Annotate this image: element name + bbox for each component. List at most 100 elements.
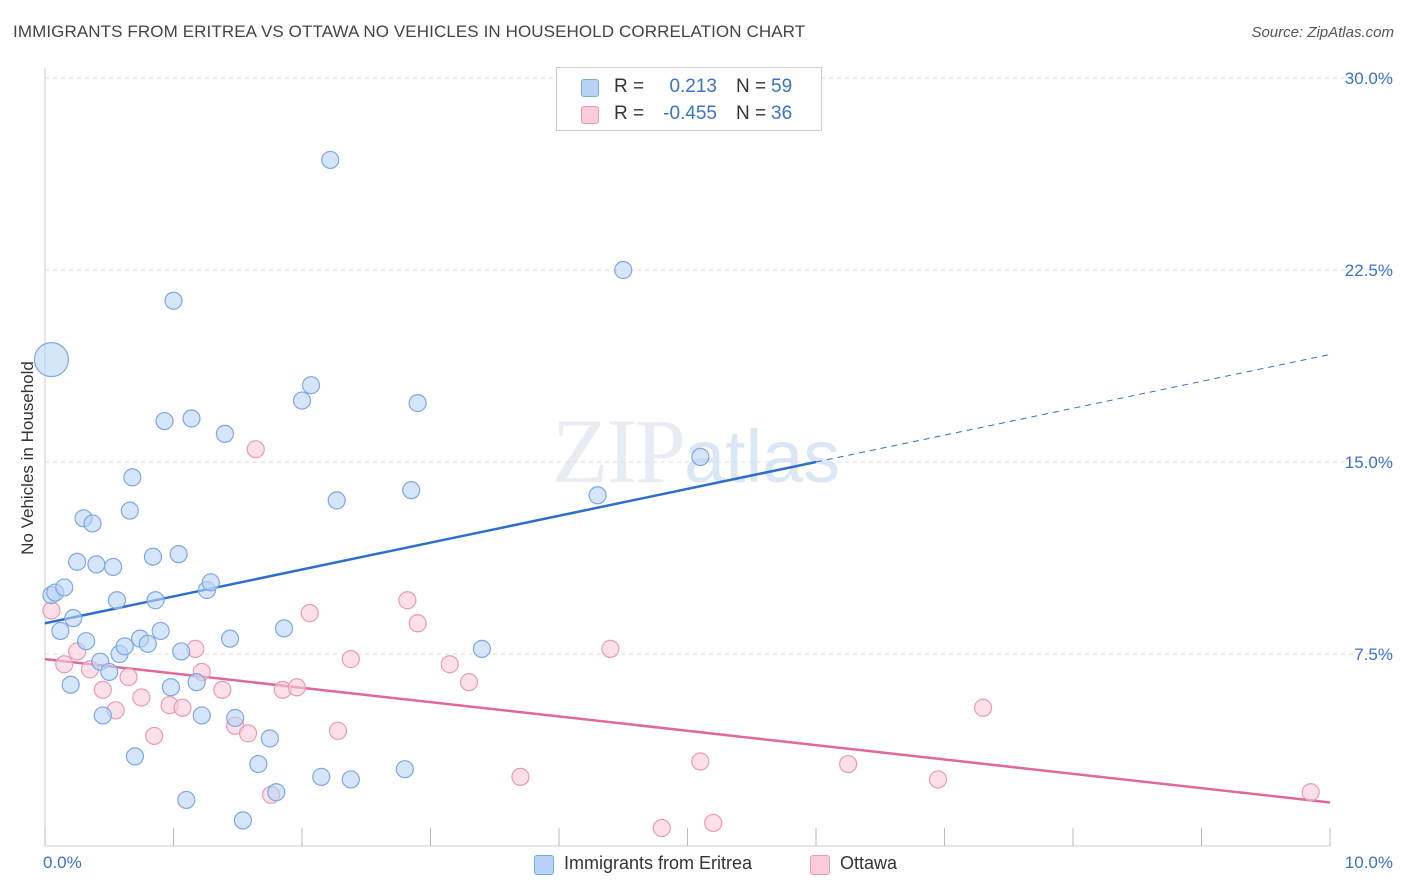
stats-swatch-eritrea [581,79,599,97]
point-eritrea [187,673,206,692]
point-eritrea [312,767,331,786]
point-ottawa [398,591,417,610]
point-ottawa [132,688,151,707]
trendline-eritrea-projection [815,353,1331,463]
y-axis-label: No Vehicles in Household [18,361,37,555]
point-eritrea [233,811,252,830]
point-eritrea [321,150,340,170]
trendline-eritrea [44,460,817,625]
point-eritrea [146,591,165,610]
point-eritrea [226,708,245,728]
point-ottawa [973,698,993,717]
point-eritrea [125,747,145,766]
point-ottawa [119,667,138,687]
point-eritrea [588,486,607,505]
y-tick-label: 15.0% [1345,453,1393,472]
point-ottawa [601,639,620,658]
point-ottawa [287,678,306,697]
point-ottawa [459,673,479,692]
point-ottawa [246,440,265,459]
point-eritrea [274,619,294,638]
legend-label-ottawa: Ottawa [840,853,898,873]
stats-r-value: 0.213 [669,76,717,97]
trendline-ottawa [44,657,1331,804]
legend: Immigrants from Eritrea Ottawa [0,852,1406,878]
stats-row-ottawa: R = -0.455 N = 36 [557,101,821,129]
stats-swatch-ottawa [581,106,599,124]
point-eritrea [327,491,346,510]
point-eritrea [408,394,427,413]
point-eritrea [120,501,139,520]
point-ottawa [928,770,948,789]
point-eritrea [77,632,96,651]
point-eritrea [87,555,106,574]
point-ottawa [408,614,427,633]
watermark: ZIPatlas [552,398,840,504]
point-ottawa [511,767,530,786]
point-eritrea [292,391,312,410]
point-eritrea [100,662,119,682]
legend-swatch-ottawa [810,855,830,875]
point-eritrea [249,754,268,774]
point-eritrea [395,760,414,779]
stats-r-value: -0.455 [663,103,717,124]
point-ottawa [839,754,858,774]
point-eritrea [341,770,360,789]
point-eritrea [55,578,74,597]
point-eritrea [123,468,142,487]
point-eritrea [267,783,286,802]
point-eritrea [51,621,70,641]
point-eritrea [64,609,83,628]
trend-layer [44,353,1331,804]
y-tick-label: 7.5% [1354,645,1393,664]
stats-row-eritrea: R = 0.213 N = 59 [557,74,821,102]
tick-label-layer: 7.5% 15.0% 22.5% 30.0% 0.0% 10.0% [43,69,1393,872]
point-ottawa [55,655,74,674]
stats-n-label: N = [736,76,767,97]
stats-r-label: R = [614,103,645,124]
point-eritrea [155,411,174,431]
y-tick-label: 22.5% [1345,261,1393,280]
point-eritrea [215,424,234,443]
legend-swatch-eritrea [534,855,554,875]
point-eritrea [143,547,163,566]
watermark-zip: ZIP [552,400,686,502]
point-ottawa [173,698,192,717]
stats-n-value: 59 [771,76,793,97]
axis-layer [44,68,1331,847]
point-ottawa [42,601,61,620]
point-ottawa [691,752,710,771]
chart-title: IMMIGRANTS FROM ERITREA VS OTTAWA NO VEH… [13,22,806,41]
point-ottawa [704,813,723,833]
point-eritrea [172,642,191,661]
point-eritrea [107,591,127,610]
point-eritrea [61,675,80,694]
point-ottawa [328,721,348,740]
grid-layer [45,77,1392,655]
point-ottawa [238,724,258,743]
point-eritrea [201,573,220,592]
point-eritrea [115,637,134,656]
point-eritrea [614,260,633,280]
point-eritrea [301,376,321,395]
stats-n-label: N = [736,103,767,124]
point-eritrea [68,552,87,571]
point-ottawa [1301,783,1320,802]
point-eritrea [104,557,123,577]
x-tick-label: 0.0% [43,853,82,872]
point-ottawa [93,680,112,699]
point-eritrea [151,621,170,641]
point-eritrea [182,409,201,428]
point-eritrea [83,514,102,533]
point-eritrea [472,639,491,658]
point-eritrea [177,790,196,810]
y-tick-label: 30.0% [1345,69,1393,88]
point-eritrea [402,481,421,500]
point-eritrea [164,291,183,310]
legend-label-eritrea: Immigrants from Eritrea [564,853,753,873]
stats-box: R = 0.213 N = 59 R = -0.455 N = 36 [556,67,822,131]
point-eritrea [161,678,181,697]
point-eritrea [260,729,279,748]
points-layer [33,150,1320,838]
